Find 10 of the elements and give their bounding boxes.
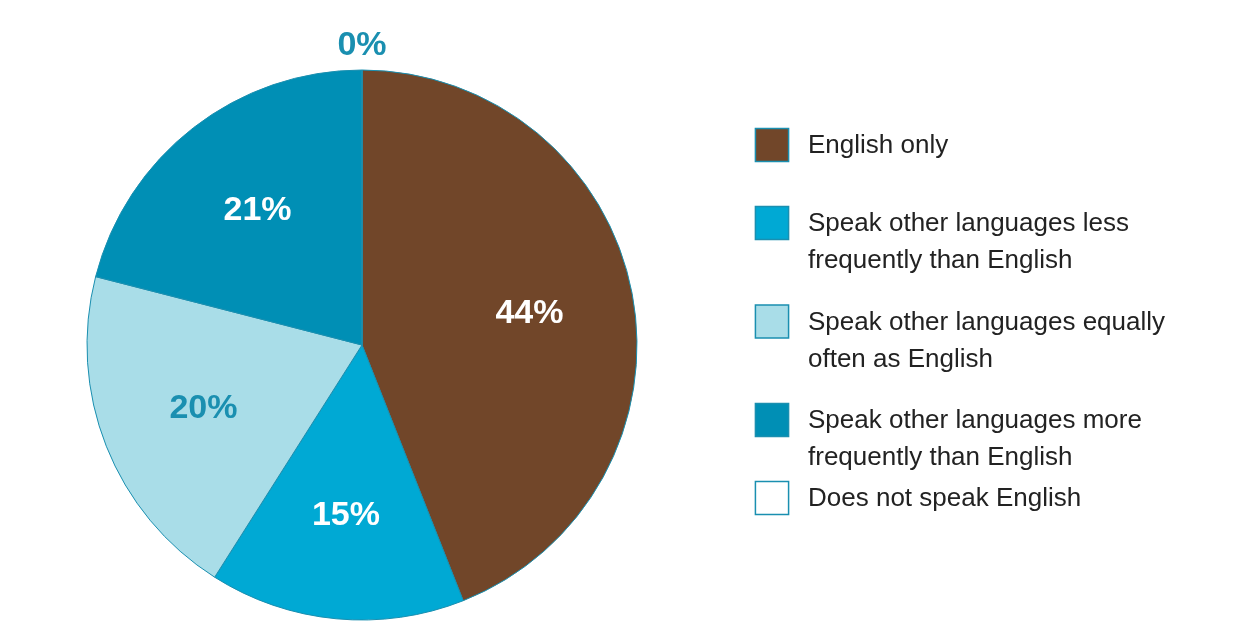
legend-label: Speak other languages more frequently than English: [808, 404, 1142, 471]
text: 0%: [337, 24, 387, 62]
data-label: 21%: [223, 189, 292, 228]
data-label: 44%: [495, 292, 564, 331]
legend-label: Speak other languages less frequently than English: [808, 207, 1129, 274]
data-label: 15%: [311, 493, 380, 532]
data-label: 20%: [169, 386, 238, 425]
legend-label: Does not speak English: [808, 482, 1082, 512]
legend-label: Speak other languages equally often as English: [808, 305, 1166, 373]
legend-label: English only: [808, 129, 949, 159]
